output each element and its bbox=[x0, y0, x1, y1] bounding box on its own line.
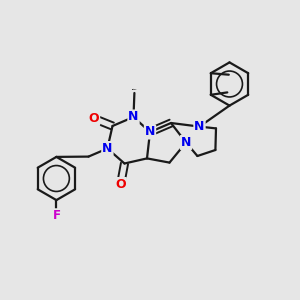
Text: methyl: methyl bbox=[132, 89, 137, 90]
Text: N: N bbox=[181, 136, 191, 149]
Text: N: N bbox=[128, 110, 139, 124]
Text: N: N bbox=[102, 142, 112, 155]
Text: N: N bbox=[145, 125, 155, 139]
Text: F: F bbox=[52, 209, 60, 222]
Text: N: N bbox=[194, 120, 205, 133]
Text: O: O bbox=[115, 178, 126, 191]
Text: O: O bbox=[88, 112, 99, 125]
